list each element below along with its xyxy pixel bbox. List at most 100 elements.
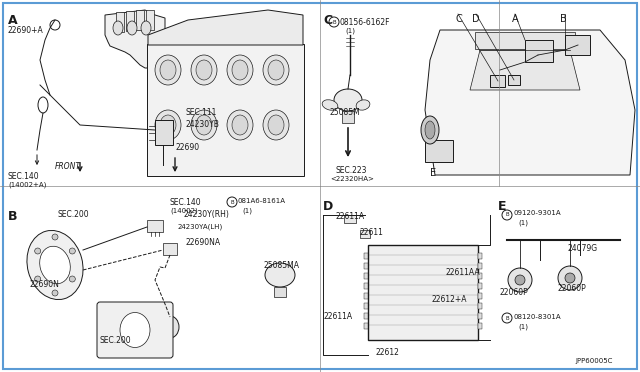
Ellipse shape — [127, 21, 137, 35]
Ellipse shape — [191, 110, 217, 140]
Text: SEC.111: SEC.111 — [185, 108, 216, 117]
Ellipse shape — [356, 100, 370, 110]
Polygon shape — [470, 50, 580, 90]
Ellipse shape — [160, 115, 176, 135]
Text: 25085MA: 25085MA — [263, 261, 299, 270]
Text: SEC.140: SEC.140 — [8, 172, 40, 181]
Ellipse shape — [263, 110, 289, 140]
Text: 081A6-8161A: 081A6-8161A — [238, 198, 286, 204]
Text: E: E — [430, 168, 436, 178]
Ellipse shape — [155, 110, 181, 140]
Ellipse shape — [227, 110, 253, 140]
Text: B: B — [505, 315, 509, 321]
Bar — [364, 323, 368, 329]
Text: (14002+A): (14002+A) — [8, 182, 46, 189]
Text: A: A — [8, 14, 18, 27]
Bar — [364, 273, 368, 279]
Ellipse shape — [191, 55, 217, 85]
Text: A: A — [512, 14, 518, 24]
Bar — [478, 263, 482, 269]
Circle shape — [558, 266, 582, 290]
Circle shape — [565, 273, 575, 283]
Bar — [478, 273, 482, 279]
Text: 24230YB: 24230YB — [185, 120, 219, 129]
Text: 22612+A: 22612+A — [432, 295, 467, 304]
Bar — [478, 323, 482, 329]
FancyBboxPatch shape — [147, 44, 304, 176]
Text: B: B — [505, 212, 509, 218]
Bar — [364, 303, 368, 309]
Text: 24230Y(RH): 24230Y(RH) — [183, 210, 229, 219]
Ellipse shape — [227, 55, 253, 85]
Text: 24230YA(LH): 24230YA(LH) — [178, 224, 223, 231]
Circle shape — [508, 268, 532, 292]
Bar — [274, 287, 286, 297]
Bar — [163, 243, 177, 255]
Text: (1): (1) — [242, 208, 252, 215]
Ellipse shape — [113, 21, 123, 35]
Text: B: B — [332, 19, 336, 25]
Text: E: E — [498, 200, 506, 213]
Ellipse shape — [161, 316, 179, 338]
Polygon shape — [105, 10, 165, 68]
Bar — [478, 293, 482, 299]
Ellipse shape — [196, 60, 212, 80]
Text: 22060P: 22060P — [500, 288, 529, 297]
Ellipse shape — [425, 121, 435, 139]
Text: 22690NA: 22690NA — [186, 238, 221, 247]
Bar — [475, 32, 575, 49]
Text: B: B — [560, 14, 567, 24]
Text: SEC.140: SEC.140 — [170, 198, 202, 207]
Ellipse shape — [334, 89, 362, 111]
Text: 25085M: 25085M — [330, 108, 361, 117]
Text: <22320HA>: <22320HA> — [330, 176, 374, 182]
Bar — [146, 10, 154, 30]
Bar — [565, 35, 590, 55]
Bar — [490, 75, 505, 87]
Text: FRONT: FRONT — [55, 162, 81, 171]
Polygon shape — [425, 30, 635, 175]
Text: 22060P: 22060P — [558, 284, 587, 293]
Text: 22611A: 22611A — [335, 212, 364, 221]
Bar — [136, 10, 144, 30]
Ellipse shape — [196, 115, 212, 135]
Ellipse shape — [322, 100, 338, 110]
Text: 22690N: 22690N — [30, 280, 60, 289]
Circle shape — [50, 20, 60, 30]
Bar — [364, 253, 368, 259]
Bar — [425, 140, 453, 162]
Ellipse shape — [141, 21, 151, 35]
Text: 08120-8301A: 08120-8301A — [513, 314, 561, 320]
Bar — [155, 120, 173, 145]
Text: (1): (1) — [518, 324, 528, 330]
Bar — [147, 220, 163, 232]
Text: SEC.223: SEC.223 — [335, 166, 367, 175]
Text: 09120-9301A: 09120-9301A — [513, 210, 561, 216]
Text: D: D — [472, 14, 479, 24]
Ellipse shape — [27, 230, 83, 299]
Ellipse shape — [265, 263, 295, 287]
Circle shape — [69, 276, 76, 282]
Text: 08156-6162F: 08156-6162F — [340, 18, 390, 27]
Text: 22611AA: 22611AA — [445, 268, 479, 277]
Bar — [478, 253, 482, 259]
Circle shape — [35, 276, 41, 282]
Bar — [364, 293, 368, 299]
Ellipse shape — [40, 246, 70, 284]
Ellipse shape — [155, 55, 181, 85]
Ellipse shape — [232, 115, 248, 135]
Text: SEC.200: SEC.200 — [100, 336, 132, 345]
Bar — [344, 215, 356, 223]
Ellipse shape — [263, 55, 289, 85]
Text: (1): (1) — [518, 220, 528, 227]
Bar — [364, 263, 368, 269]
Ellipse shape — [160, 60, 176, 80]
Circle shape — [35, 248, 41, 254]
Bar — [478, 303, 482, 309]
Bar — [360, 230, 370, 238]
Text: JPP60005C: JPP60005C — [575, 358, 612, 364]
Ellipse shape — [232, 60, 248, 80]
Bar — [364, 313, 368, 319]
Bar — [478, 313, 482, 319]
Bar — [116, 12, 124, 32]
